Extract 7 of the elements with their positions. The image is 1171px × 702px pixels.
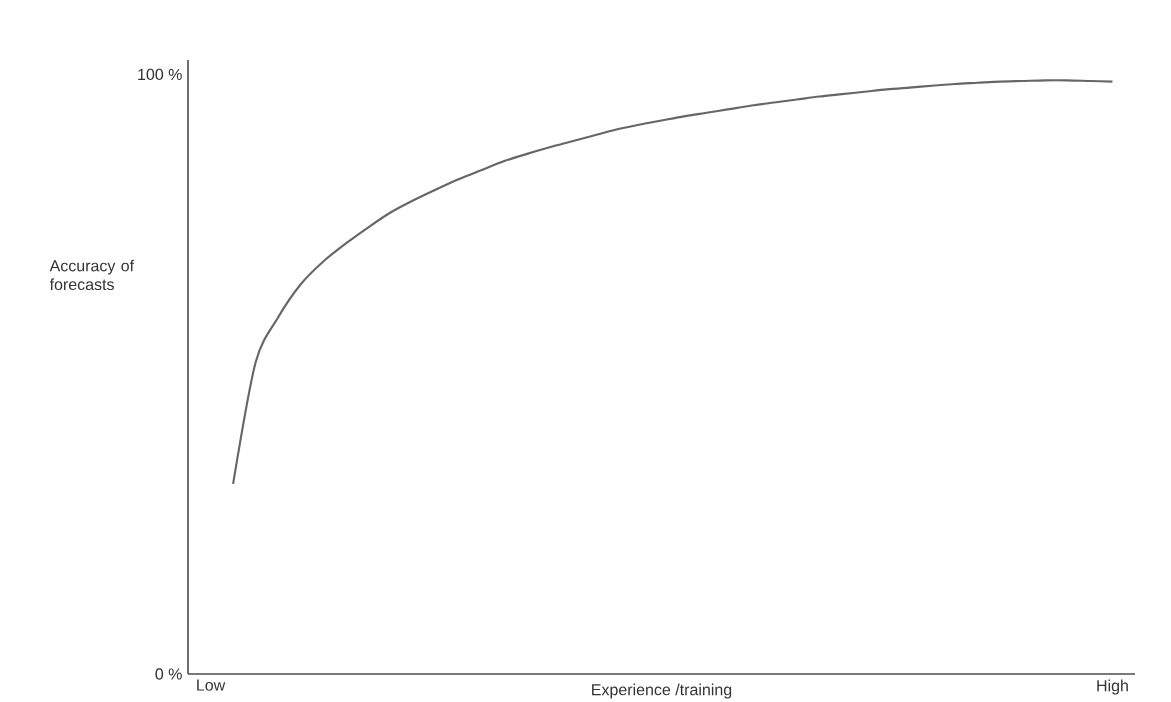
x-tick-label: High xyxy=(1097,679,1128,695)
y-axis-title: Accuracy of forecasts xyxy=(49,259,135,291)
x-tick-label: Low xyxy=(197,679,226,691)
y-tick-label: 100 % xyxy=(138,68,182,81)
y-tick-label: 0 % xyxy=(155,668,182,680)
line-series xyxy=(232,79,1114,485)
x-axis-title: Experience /training xyxy=(592,683,732,699)
